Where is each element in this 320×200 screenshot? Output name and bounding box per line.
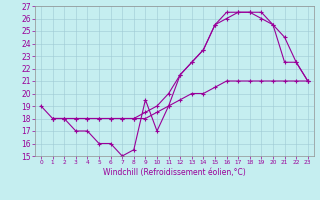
X-axis label: Windchill (Refroidissement éolien,°C): Windchill (Refroidissement éolien,°C) xyxy=(103,168,246,177)
